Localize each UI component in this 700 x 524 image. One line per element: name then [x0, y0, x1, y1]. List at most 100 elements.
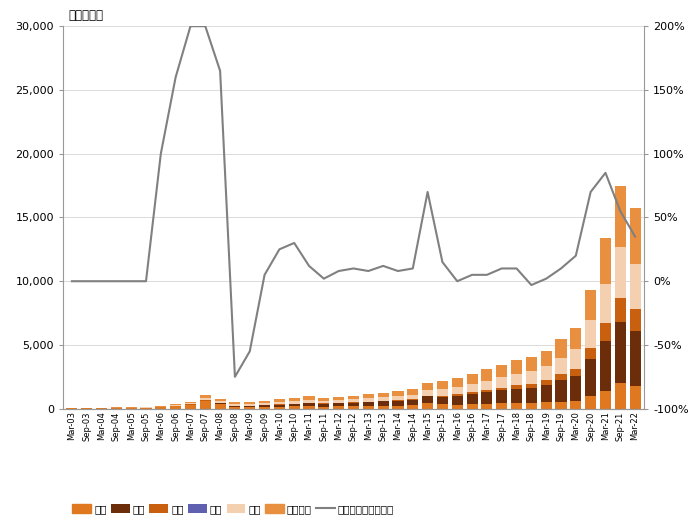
Bar — [496, 388, 507, 390]
Bar — [540, 366, 552, 380]
Bar — [407, 399, 419, 400]
Bar — [199, 398, 211, 400]
Bar — [377, 392, 388, 397]
Bar — [214, 399, 225, 401]
Bar — [540, 385, 552, 402]
Bar — [452, 395, 463, 396]
Bar — [511, 374, 522, 385]
Bar — [274, 399, 285, 402]
Bar — [274, 402, 285, 405]
Bar — [555, 374, 566, 380]
Bar — [244, 402, 256, 405]
Bar — [288, 401, 300, 403]
Bar — [466, 394, 477, 404]
Bar — [244, 406, 256, 407]
Bar — [377, 401, 388, 406]
Bar — [629, 309, 641, 331]
Bar — [244, 407, 256, 409]
Bar — [540, 351, 552, 366]
Bar — [496, 403, 507, 409]
Bar — [615, 298, 626, 322]
Bar — [125, 408, 136, 409]
Bar — [393, 401, 403, 406]
Bar — [348, 396, 359, 399]
Bar — [555, 380, 566, 401]
Bar — [600, 323, 611, 341]
Bar — [363, 402, 374, 406]
Bar — [466, 392, 477, 394]
Legend: 股票, 债券, 基金, 权证, 现金, 其他资产, 规模同比增速（右）: 股票, 债券, 基金, 权证, 现金, 其他资产, 规模同比增速（右） — [68, 500, 398, 518]
Bar — [393, 396, 403, 400]
Bar — [555, 340, 566, 358]
Bar — [333, 403, 344, 407]
Bar — [585, 289, 596, 320]
Bar — [629, 331, 641, 386]
Bar — [377, 397, 388, 401]
Bar — [155, 408, 167, 409]
Bar — [141, 408, 152, 409]
Bar — [600, 238, 611, 285]
Bar — [348, 406, 359, 409]
Bar — [304, 400, 314, 403]
Bar — [570, 376, 582, 401]
Bar — [422, 383, 433, 390]
Bar — [600, 341, 611, 391]
Bar — [585, 396, 596, 409]
Bar — [511, 389, 522, 402]
Bar — [199, 395, 211, 398]
Bar — [407, 400, 419, 405]
Bar — [526, 356, 537, 371]
Bar — [259, 401, 270, 403]
Bar — [600, 391, 611, 409]
Bar — [629, 265, 641, 309]
Bar — [526, 388, 537, 403]
Bar — [496, 377, 507, 388]
Bar — [466, 384, 477, 392]
Bar — [185, 403, 196, 405]
Bar — [318, 401, 330, 403]
Bar — [393, 391, 403, 396]
Bar — [466, 404, 477, 409]
Bar — [185, 405, 196, 409]
Bar — [570, 369, 582, 376]
Bar — [570, 350, 582, 369]
Bar — [482, 404, 493, 409]
Bar — [214, 401, 225, 403]
Bar — [452, 396, 463, 405]
Bar — [629, 386, 641, 409]
Bar — [466, 374, 477, 384]
Bar — [437, 397, 448, 404]
Bar — [511, 361, 522, 374]
Bar — [155, 406, 167, 407]
Bar — [407, 405, 419, 409]
Bar — [452, 387, 463, 395]
Bar — [230, 404, 241, 406]
Bar — [629, 208, 641, 265]
Bar — [170, 405, 181, 406]
Bar — [526, 384, 537, 388]
Bar — [555, 358, 566, 374]
Bar — [585, 359, 596, 396]
Bar — [304, 396, 314, 400]
Bar — [482, 380, 493, 390]
Bar — [274, 405, 285, 407]
Text: （十亿元）: （十亿元） — [69, 9, 104, 23]
Bar — [363, 398, 374, 402]
Bar — [511, 385, 522, 389]
Bar — [304, 403, 314, 406]
Bar — [437, 389, 448, 396]
Bar — [288, 407, 300, 409]
Bar — [259, 403, 270, 405]
Bar — [230, 406, 241, 407]
Bar — [230, 407, 241, 409]
Bar — [407, 389, 419, 395]
Bar — [333, 400, 344, 403]
Bar — [437, 404, 448, 409]
Bar — [393, 406, 403, 409]
Bar — [111, 408, 122, 409]
Bar — [170, 406, 181, 409]
Bar — [615, 383, 626, 409]
Bar — [318, 404, 330, 407]
Bar — [511, 402, 522, 409]
Bar — [422, 390, 433, 396]
